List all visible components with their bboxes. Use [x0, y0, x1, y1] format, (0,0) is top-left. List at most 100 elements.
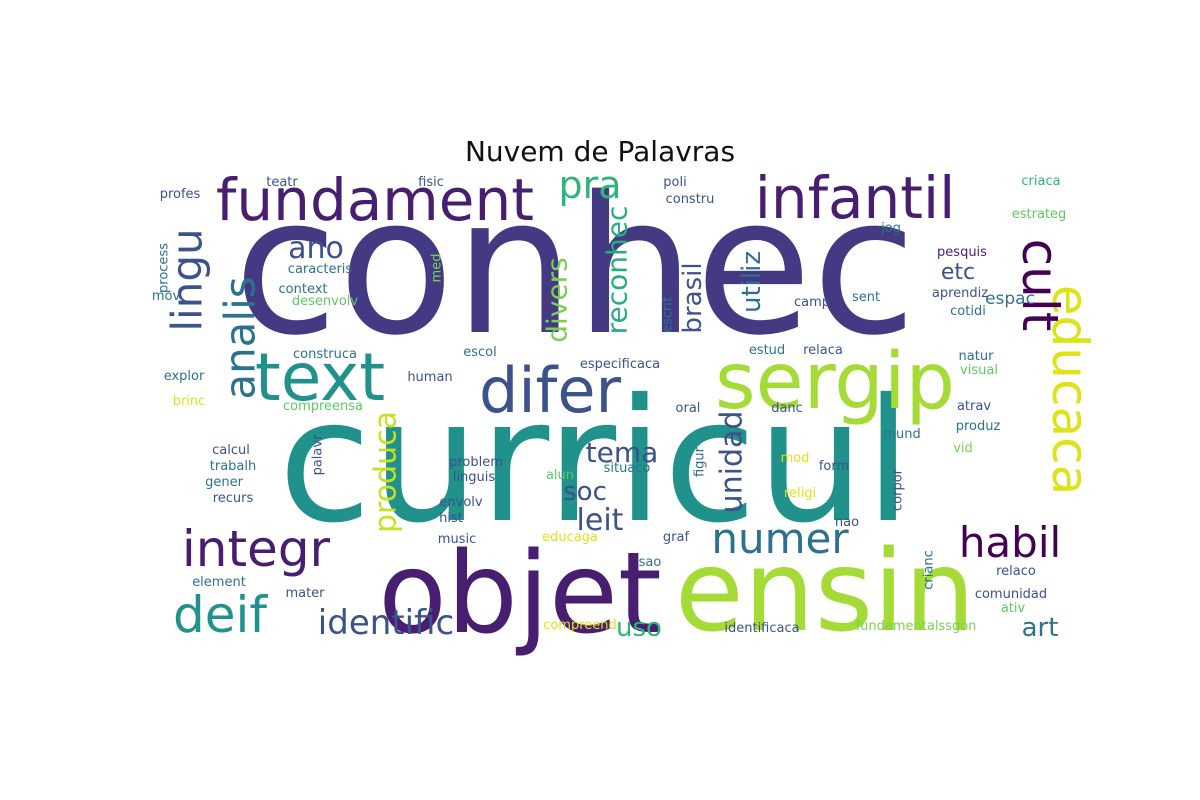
- word-habil: habil: [959, 518, 1061, 567]
- word-ano: ano: [288, 231, 344, 266]
- word-mund: mund: [883, 427, 920, 442]
- word-hist: hist: [439, 511, 463, 526]
- word-conhec: conhec: [234, 156, 917, 377]
- word-brinc: brinc: [173, 394, 206, 409]
- word-sent: sent: [852, 290, 880, 305]
- word-cult: cult: [1011, 239, 1069, 332]
- word-escrit: escrit: [661, 297, 676, 333]
- word-aprendiz: aprendiz: [932, 286, 988, 301]
- word-relaco: relaco: [996, 564, 1036, 579]
- word-integr: integr: [182, 520, 331, 578]
- word-fundamentalssgon: fundamentalssgon: [856, 619, 977, 634]
- word-relaca: relaca: [803, 343, 843, 358]
- word-envolv: envolv: [439, 495, 482, 510]
- word-brasil: brasil: [678, 262, 708, 333]
- word-produz: produz: [956, 419, 1001, 434]
- word-jog: jog: [880, 221, 901, 236]
- word-estud: estud: [749, 343, 785, 358]
- word-difer: difer: [479, 354, 622, 427]
- word-compreensa: compreensa: [283, 399, 363, 414]
- word-figur: figur: [693, 446, 708, 477]
- word-gener: gener: [205, 475, 243, 490]
- word-comunidad: comunidad: [975, 587, 1047, 602]
- word-cotidi: cotidi: [950, 304, 986, 319]
- word-process: process: [157, 243, 172, 293]
- word-human: human: [407, 370, 452, 385]
- word-situaco: situaco: [604, 461, 651, 476]
- word-recurs: recurs: [213, 491, 254, 506]
- word-alun: alun: [546, 468, 574, 483]
- word-soc: soc: [563, 477, 607, 507]
- word-visual: visual: [960, 363, 998, 378]
- word-escol: escol: [463, 345, 496, 360]
- word-estrateg: estrateg: [1012, 207, 1067, 222]
- word-med: med: [430, 254, 445, 283]
- word-mov: mov: [152, 289, 181, 304]
- word-objet: objet: [378, 529, 662, 659]
- word-mater: mater: [285, 586, 325, 601]
- word-teatr: teatr: [266, 175, 298, 190]
- word-mod: mod: [781, 451, 810, 466]
- word-desenvolv: desenvolv: [292, 294, 359, 309]
- word-explor: explor: [164, 369, 205, 384]
- word-infantil: infantil: [755, 164, 956, 232]
- word-profes: profes: [160, 187, 201, 202]
- word-element: element: [192, 575, 246, 590]
- word-danc: danc: [771, 401, 803, 416]
- word-numer: numer: [711, 514, 849, 563]
- word-reconhec: reconhec: [601, 206, 634, 335]
- word-art: art: [1022, 613, 1059, 643]
- word-pesquis: pesquis: [937, 245, 987, 260]
- word-nao: nao: [835, 515, 859, 530]
- word-ensin: ensin: [675, 527, 975, 657]
- word-uso: uso: [616, 613, 662, 643]
- word-vid: vid: [953, 441, 973, 456]
- word-problem: problem: [449, 455, 503, 470]
- word-calcul: calcul: [212, 443, 250, 458]
- word-utiliz: utiliz: [737, 251, 767, 313]
- word-palavr: palavr: [311, 434, 326, 475]
- word-crianc: crianc: [922, 550, 937, 589]
- word-music: music: [438, 532, 476, 547]
- word-fisic: fisic: [418, 175, 444, 190]
- word-caracteris: caracteris: [288, 262, 353, 277]
- word-camp: camp: [794, 295, 830, 310]
- word-analis: analis: [216, 276, 265, 399]
- word-compreend: compreend: [543, 618, 617, 633]
- word-sao: sao: [639, 555, 662, 570]
- word-graf: graf: [663, 530, 690, 545]
- word-natur: natur: [959, 349, 995, 364]
- word-construca: construca: [293, 347, 357, 362]
- word-deif: deif: [173, 586, 268, 644]
- word-atrav: atrav: [957, 399, 991, 414]
- word-divers: divers: [541, 257, 574, 342]
- word-context: context: [279, 282, 328, 297]
- word-religi: religi: [784, 486, 816, 501]
- word-trabalh: trabalh: [210, 459, 256, 474]
- word-criaca: criaca: [1021, 174, 1060, 189]
- word-espac: espac: [985, 289, 1035, 309]
- word-tema: tema: [586, 436, 659, 469]
- word-text: text: [255, 339, 385, 416]
- word-poli: poli: [663, 175, 686, 190]
- word-oral: oral: [676, 401, 701, 416]
- word-educaga: educaga: [542, 530, 598, 545]
- word-identificaca: identificaca: [724, 621, 799, 636]
- word-corpor: corpor: [891, 468, 906, 511]
- word-etc: etc: [941, 260, 975, 285]
- word-identific: identific: [318, 603, 454, 643]
- word-produca: produca: [369, 411, 404, 533]
- word-linguis: linguis: [453, 470, 496, 485]
- word-unidad: unidad: [715, 411, 750, 514]
- word-fundament: fundament: [216, 166, 534, 234]
- word-ativ: ativ: [1001, 601, 1026, 616]
- word-curricul: curricul: [278, 363, 912, 561]
- word-pra: pra: [558, 163, 621, 207]
- word-especificaca: especificaca: [580, 357, 660, 372]
- word-educaca: educaca: [1041, 285, 1099, 495]
- word-constru: constru: [666, 192, 715, 207]
- chart-title: Nuvem de Palavras: [464, 135, 736, 168]
- word-leit: leit: [577, 503, 624, 538]
- word-lingu: lingu: [163, 228, 212, 331]
